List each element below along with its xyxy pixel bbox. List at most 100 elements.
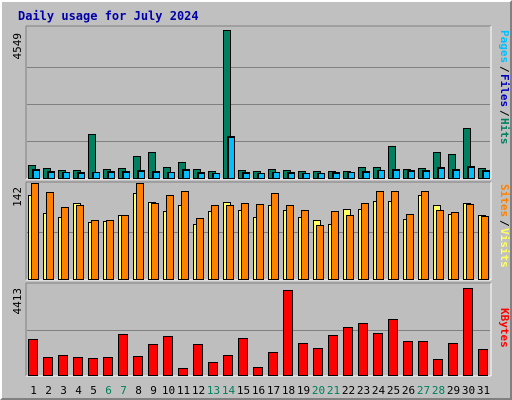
bar-sites-day-25 [391,191,399,280]
bar-pages-day-30 [468,167,475,179]
x-tick-day-4: 4 [75,384,82,397]
bar-sites-day-11 [181,191,189,280]
panel-visits-sites: 142 Sites /Visits [11,181,510,281]
bar-pages-day-17 [273,172,280,179]
bar-pages-day-10 [168,172,175,179]
bar-sites-day-30 [466,204,474,280]
bar-kbytes-day-23 [358,323,368,376]
x-tick-day-6: 6 [105,384,112,397]
x-tick-day-13: 13 [207,384,220,397]
x-tick-day-17: 17 [267,384,280,397]
bar-sites-day-17 [271,193,279,280]
x-tick-day-28: 28 [432,384,445,397]
bar-kbytes-day-28 [433,359,443,376]
bar-sites-day-9 [151,203,159,280]
bar-kbytes-day-1 [28,339,38,376]
bar-kbytes-day-15 [238,338,248,376]
bar-sites-day-29 [451,212,459,280]
x-tick-day-30: 30 [462,384,475,397]
bar-kbytes-day-8 [133,356,143,376]
bar-pages-day-29 [453,170,460,179]
bar-sites-day-8 [136,183,144,280]
bar-sites-day-23 [361,203,369,280]
bar-kbytes-day-26 [403,341,413,376]
bar-sites-day-2 [46,192,54,280]
x-tick-day-16: 16 [252,384,265,397]
bar-sites-day-27 [421,191,429,280]
legend-kbytes: KBytes [498,308,510,348]
x-tick-day-24: 24 [372,384,386,397]
bar-pages-day-16 [258,173,265,179]
legend-separator: / [498,66,510,73]
bar-kbytes-day-18 [283,290,293,376]
bar-pages-day-5 [93,172,100,179]
bar-sites-day-6 [106,220,114,280]
x-tick-day-26: 26 [402,384,415,397]
x-tick-day-19: 19 [297,384,310,397]
legend-hits-files-pages: Pages/Files/Hits [498,30,510,145]
bar-sites-day-13 [211,205,219,280]
bar-sites-day-15 [241,203,249,280]
bar-kbytes-day-14 [223,355,233,376]
bar-kbytes-day-3 [58,355,68,376]
bar-kbytes-day-17 [268,352,278,376]
bar-pages-day-8 [138,171,145,179]
bar-pages-day-4 [78,173,85,179]
legend-files: Files [498,74,510,107]
bar-kbytes-day-13 [208,362,218,376]
bar-pages-day-27 [423,171,430,179]
panel-background [26,26,491,179]
bar-pages-day-11 [183,170,190,179]
x-tick-day-1: 1 [30,384,37,397]
x-tick-day-29: 29 [447,384,460,397]
bar-sites-day-7 [121,215,129,280]
bar-sites-day-3 [61,207,69,280]
x-axis-day-labels: 1 2 3 4 5 6 7 8 9 10 11 12 13 14 15 16 17 18 19 20 21 22 23 24 2… [30,384,490,397]
bar-kbytes-day-2 [43,357,53,376]
bar-pages-day-19 [303,173,310,179]
bar-sites-day-26 [406,214,414,280]
panel-kbytes: 4413 KBytes [11,282,510,377]
bar-sites-day-28 [436,210,444,280]
x-tick-day-20: 20 [312,384,325,397]
bar-pages-day-31 [483,171,490,179]
bar-kbytes-day-22 [343,327,353,376]
bar-pages-day-21 [333,173,340,179]
legend-pages: Pages [498,30,510,63]
bar-pages-day-28 [438,168,445,179]
legend-hits: Hits [498,118,510,145]
bar-pages-day-3 [63,172,70,179]
x-tick-day-8: 8 [135,384,142,397]
bar-kbytes-day-7 [118,334,128,376]
x-tick-day-15: 15 [237,384,250,397]
legend-visits-sites: Sites /Visits [498,184,510,268]
bar-sites-day-10 [166,195,174,280]
bar-kbytes-day-4 [73,357,83,376]
x-tick-day-23: 23 [357,384,370,397]
x-tick-day-18: 18 [282,384,295,397]
bar-kbytes-day-10 [163,336,173,376]
legend-separator: / [498,110,510,117]
bar-sites-day-21 [331,211,339,280]
bar-hits-day-5 [88,134,96,179]
bar-pages-day-9 [153,172,160,179]
x-tick-day-7: 7 [120,384,127,397]
bar-pages-day-18 [288,173,295,179]
x-tick-day-3: 3 [60,384,67,397]
bar-kbytes-day-11 [178,368,188,376]
bar-kbytes-day-29 [448,343,458,376]
bar-sites-day-12 [196,218,204,280]
x-tick-day-10: 10 [162,384,175,397]
x-tick-day-2: 2 [45,384,52,397]
bar-sites-day-22 [346,215,354,280]
legend-sites: Sites [498,184,510,217]
panel-hits-files-pages: 4549 Pages/Files/Hits [11,25,510,180]
bar-sites-day-1 [31,183,39,280]
bar-sites-day-5 [91,220,99,280]
bar-pages-day-2 [48,172,55,179]
bar-sites-day-24 [376,191,384,280]
y-max-label: 4413 [11,288,24,315]
legend-separator: / [498,220,510,227]
x-tick-day-12: 12 [192,384,205,397]
